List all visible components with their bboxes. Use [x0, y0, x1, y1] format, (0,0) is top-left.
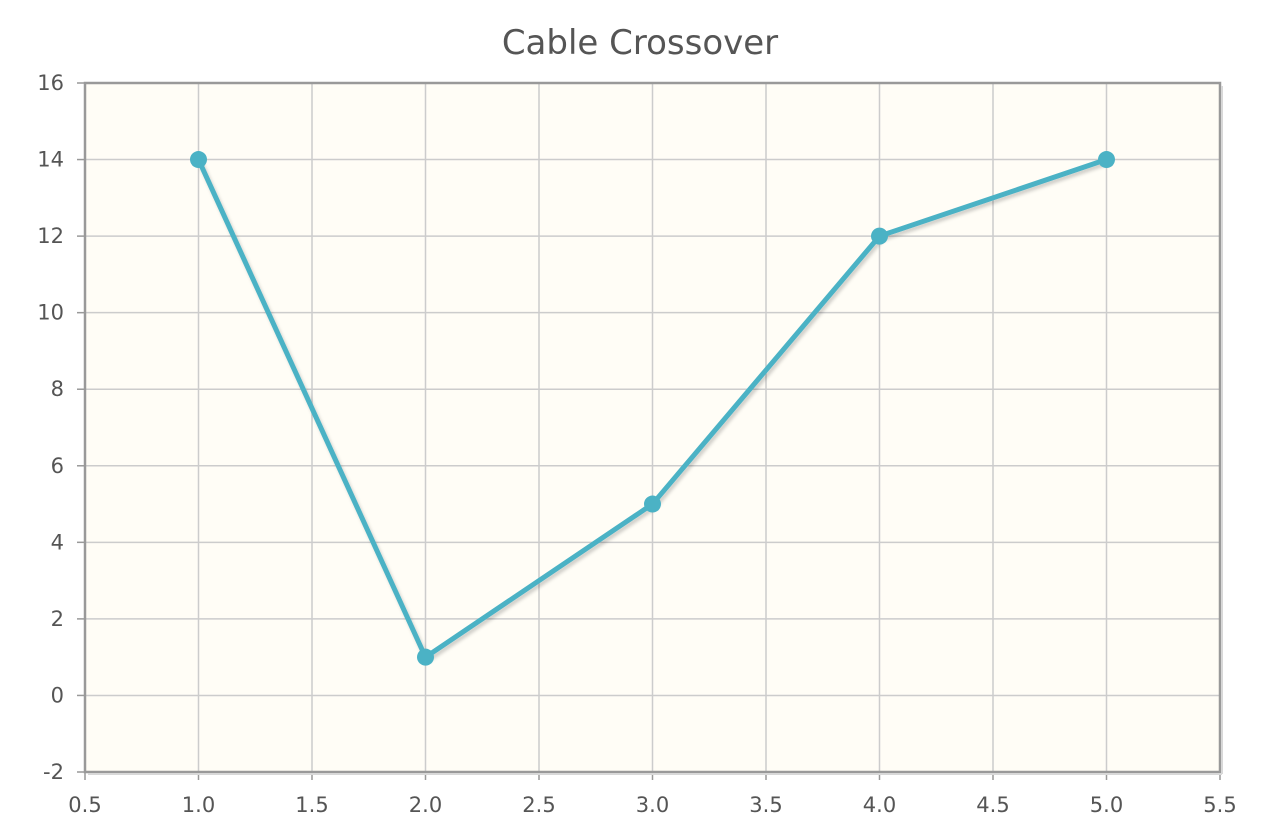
x-tick-label: 5.5 — [1203, 793, 1236, 817]
chart-title: Cable Crossover — [502, 23, 778, 63]
x-tick-label: 5.0 — [1090, 793, 1123, 817]
data-point — [644, 495, 661, 513]
data-point — [1098, 151, 1115, 169]
y-tick-label: 0 — [51, 683, 64, 707]
x-tick-label: 2.0 — [409, 793, 442, 817]
y-tick-label: 16 — [37, 71, 64, 95]
x-tick-label: 1.5 — [295, 793, 328, 817]
y-axis-tick-labels: -2 0 2 4 6 8 10 12 14 16 — [37, 71, 64, 784]
y-tick-label: 6 — [51, 454, 64, 478]
x-tick-label: 3.0 — [636, 793, 669, 817]
x-tick-label: 0.5 — [68, 793, 101, 817]
axes — [77, 81, 1223, 780]
y-tick-label: 12 — [37, 224, 64, 248]
y-tick-label: 2 — [51, 607, 64, 631]
y-tick-label: -2 — [43, 760, 64, 784]
data-point — [190, 151, 207, 169]
x-axis-tick-labels: 0.5 1.0 1.5 2.0 2.5 3.0 3.5 4.0 4.5 5.0 5.5 — [68, 793, 1236, 817]
x-tick-label: 3.5 — [749, 793, 782, 817]
x-tick-label: 2.5 — [522, 793, 555, 817]
data-point — [417, 648, 434, 666]
x-tick-label: 1.0 — [182, 793, 215, 817]
y-tick-label: 10 — [37, 301, 64, 325]
x-tick-label: 4.0 — [863, 793, 896, 817]
plot-border — [83, 81, 1222, 774]
x-tick-label: 4.5 — [976, 793, 1009, 817]
y-tick-label: 8 — [51, 377, 64, 401]
y-tick-label: 4 — [51, 530, 64, 554]
data-point — [871, 227, 888, 245]
data-series — [190, 151, 1115, 666]
y-tick-label: 14 — [37, 148, 64, 172]
